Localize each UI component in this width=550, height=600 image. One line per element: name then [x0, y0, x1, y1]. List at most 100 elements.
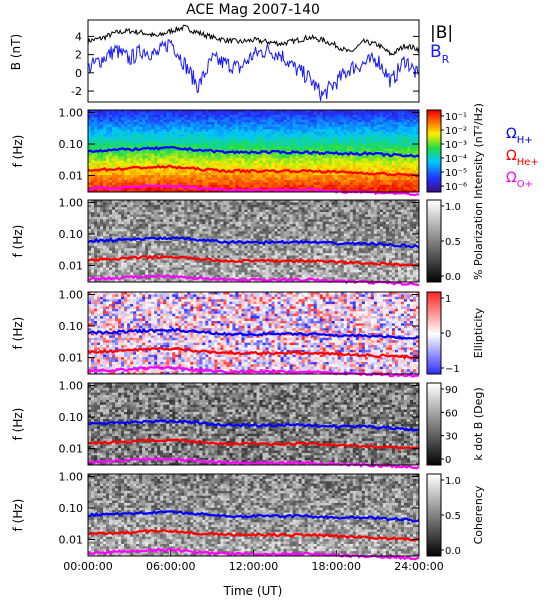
- heatmap-cell: [184, 119, 188, 123]
- heatmap-cell: [172, 267, 176, 271]
- heatmap-cell: [370, 117, 375, 121]
- heatmap-cell: [262, 117, 266, 121]
- heatmap-cell: [166, 219, 170, 223]
- heatmap-cell: [133, 279, 137, 283]
- heatmap-cell: [217, 165, 221, 169]
- heatmap-cell: [355, 163, 360, 166]
- heatmap-cell: [253, 177, 257, 181]
- b-series-group: [87, 24, 420, 102]
- heatmap-cell: [112, 204, 116, 208]
- heatmap-cell: [232, 110, 236, 113]
- colorbar: 10⁻¹10⁻²10⁻³10⁻⁴10⁻⁵10⁻⁶ Intensity (nT²/H…: [426, 103, 485, 199]
- heatmap-cell: [217, 158, 221, 162]
- heatmap-cell: [169, 131, 173, 135]
- heatmap-cell: [400, 163, 405, 166]
- heatmap-cell: [379, 124, 384, 128]
- heatmap-cell: [184, 262, 188, 266]
- heatmap-cell: [121, 122, 125, 125]
- heatmap-cell: [211, 189, 215, 193]
- heatmap-cell: [130, 110, 134, 113]
- heatmap-cell: [397, 175, 402, 178]
- heatmap-cell: [289, 146, 294, 149]
- heatmap-cell: [94, 209, 98, 213]
- heatmap-cell: [283, 160, 287, 164]
- heatmap-cell: [154, 119, 158, 123]
- heatmap-cell: [241, 129, 245, 133]
- heatmap-cell: [250, 175, 254, 178]
- heatmap-cell: [100, 119, 104, 123]
- heatmap-image: [88, 110, 420, 193]
- heatmap-cell: [142, 136, 146, 140]
- heatmap-cell: [358, 126, 363, 130]
- heatmap-cell: [220, 138, 224, 142]
- heatmap-cell: [133, 112, 137, 116]
- heatmap-cell: [112, 119, 116, 123]
- heatmap-cell: [298, 165, 303, 169]
- heatmap-cell: [346, 114, 351, 118]
- heatmap-cell: [340, 165, 345, 169]
- heatmap-cell: [121, 126, 125, 130]
- heatmap-cell: [121, 257, 125, 261]
- heatmap-cell: [271, 138, 275, 142]
- heatmap-cell: [148, 160, 152, 164]
- heatmap-cell: [178, 228, 182, 232]
- heatmap-cell: [115, 155, 119, 159]
- colorbar-step: [427, 159, 441, 162]
- heatmap-cell: [232, 177, 236, 181]
- heatmap-cell: [247, 117, 251, 121]
- heatmap-cell: [106, 245, 110, 249]
- heatmap-cell: [115, 141, 119, 145]
- heatmap-cell: [184, 141, 188, 145]
- heatmap-cell: [385, 177, 390, 181]
- heatmap-cell: [262, 175, 266, 178]
- heatmap-cell: [124, 250, 128, 254]
- heatmap-cell: [397, 146, 402, 149]
- heatmap-cell: [100, 175, 104, 178]
- heatmap-cell: [313, 153, 318, 157]
- heatmap-cell: [238, 167, 242, 171]
- heatmap-cell: [325, 136, 330, 140]
- heatmap-cell: [262, 138, 266, 142]
- heatmap-cell: [163, 267, 167, 271]
- heatmap-cell: [289, 184, 294, 188]
- heatmap-cell: [130, 279, 134, 283]
- heatmap-cell: [283, 158, 287, 162]
- heatmap-cell: [394, 136, 399, 140]
- heatmap-cell: [211, 114, 215, 118]
- heatmap-cell: [175, 110, 179, 113]
- heatmap-cell: [166, 170, 170, 174]
- heatmap-cell: [409, 158, 414, 162]
- heatmap-cell: [298, 163, 303, 166]
- heatmap-cell: [205, 153, 209, 157]
- heatmap-cell: [187, 131, 191, 135]
- heatmap-cell: [343, 136, 348, 140]
- heatmap-cell: [175, 179, 179, 183]
- heatmap-cell: [136, 212, 140, 215]
- heatmap-cell: [88, 231, 92, 235]
- heatmap-cell: [283, 136, 287, 140]
- heatmap-cell: [301, 143, 306, 147]
- heatmap-cell: [166, 209, 170, 213]
- heatmap-cell: [124, 153, 128, 157]
- heatmap-cell: [157, 189, 161, 193]
- heatmap-cell: [103, 221, 107, 225]
- heatmap-cell: [238, 155, 242, 159]
- heatmap-cell: [331, 175, 336, 178]
- heatmap-cell: [145, 200, 149, 203]
- heatmap-cell: [334, 184, 339, 188]
- heatmap-cell: [106, 279, 110, 283]
- heatmap-cell: [127, 279, 131, 283]
- heatmap-cell: [361, 131, 366, 135]
- heatmap-cell: [292, 177, 297, 181]
- heatmap-cell: [412, 170, 417, 174]
- heatmap-cell: [232, 112, 236, 116]
- heatmap-cell: [109, 160, 113, 164]
- heatmap-cell: [331, 182, 336, 186]
- heatmap-cell: [316, 136, 321, 140]
- heatmap-cell: [349, 141, 354, 145]
- heatmap-cell: [166, 262, 170, 266]
- heatmap-cell: [322, 175, 327, 178]
- heatmap-cell: [355, 160, 360, 164]
- heatmap-cell: [127, 117, 131, 121]
- heatmap-cell: [154, 124, 158, 128]
